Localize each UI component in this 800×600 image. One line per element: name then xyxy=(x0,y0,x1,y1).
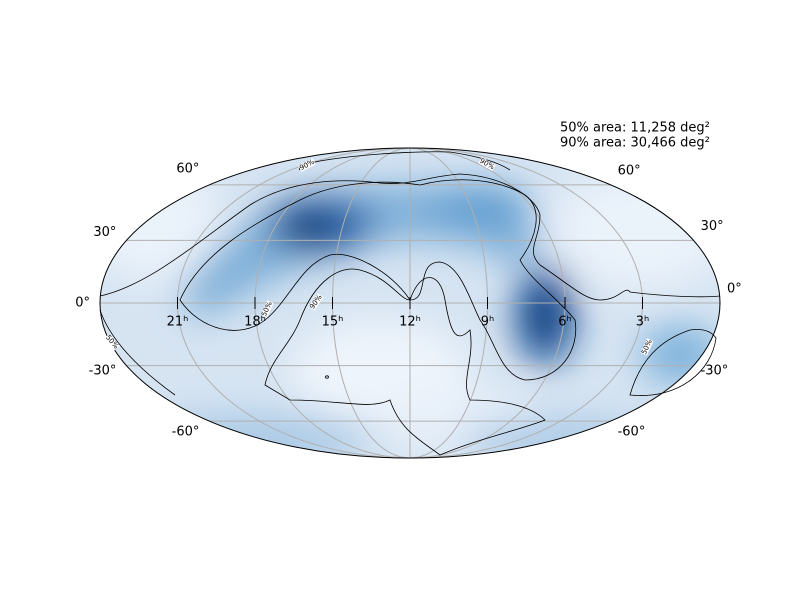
contour-label-bg xyxy=(308,293,324,311)
ra-label: 15ʰ xyxy=(322,315,344,330)
ra-label: 21ʰ xyxy=(167,315,189,330)
contour-label-bg xyxy=(260,300,274,318)
ra-label: 18ʰ xyxy=(244,315,266,330)
dec-label-right: -60° xyxy=(618,425,646,440)
map-frame xyxy=(99,147,721,459)
dec-label-left: -60° xyxy=(172,425,200,440)
dec-label-left: 0° xyxy=(75,296,90,311)
ra-label: 3ʰ xyxy=(636,315,650,330)
ra-label: 6ʰ xyxy=(558,315,572,330)
contour-label-bg xyxy=(298,158,316,172)
annotation: 50% area: 11,258 deg² xyxy=(560,121,710,136)
ra-label: 9ʰ xyxy=(481,315,495,330)
dec-label-right: 60° xyxy=(618,163,641,178)
dec-label-right: -30° xyxy=(701,364,729,379)
annotation: 90% area: 30,466 deg² xyxy=(560,136,710,151)
contour-label-bg xyxy=(478,156,496,172)
dec-label-right: 30° xyxy=(701,219,724,234)
dec-label-right: 0° xyxy=(727,282,742,297)
dec-label-left: 60° xyxy=(176,161,199,176)
ra-label: 12ʰ xyxy=(399,315,421,330)
dec-label-left: -30° xyxy=(89,364,117,379)
contour-label-bg xyxy=(640,338,654,356)
contour-label-bg xyxy=(104,333,120,351)
dec-label-left: 30° xyxy=(93,225,116,240)
